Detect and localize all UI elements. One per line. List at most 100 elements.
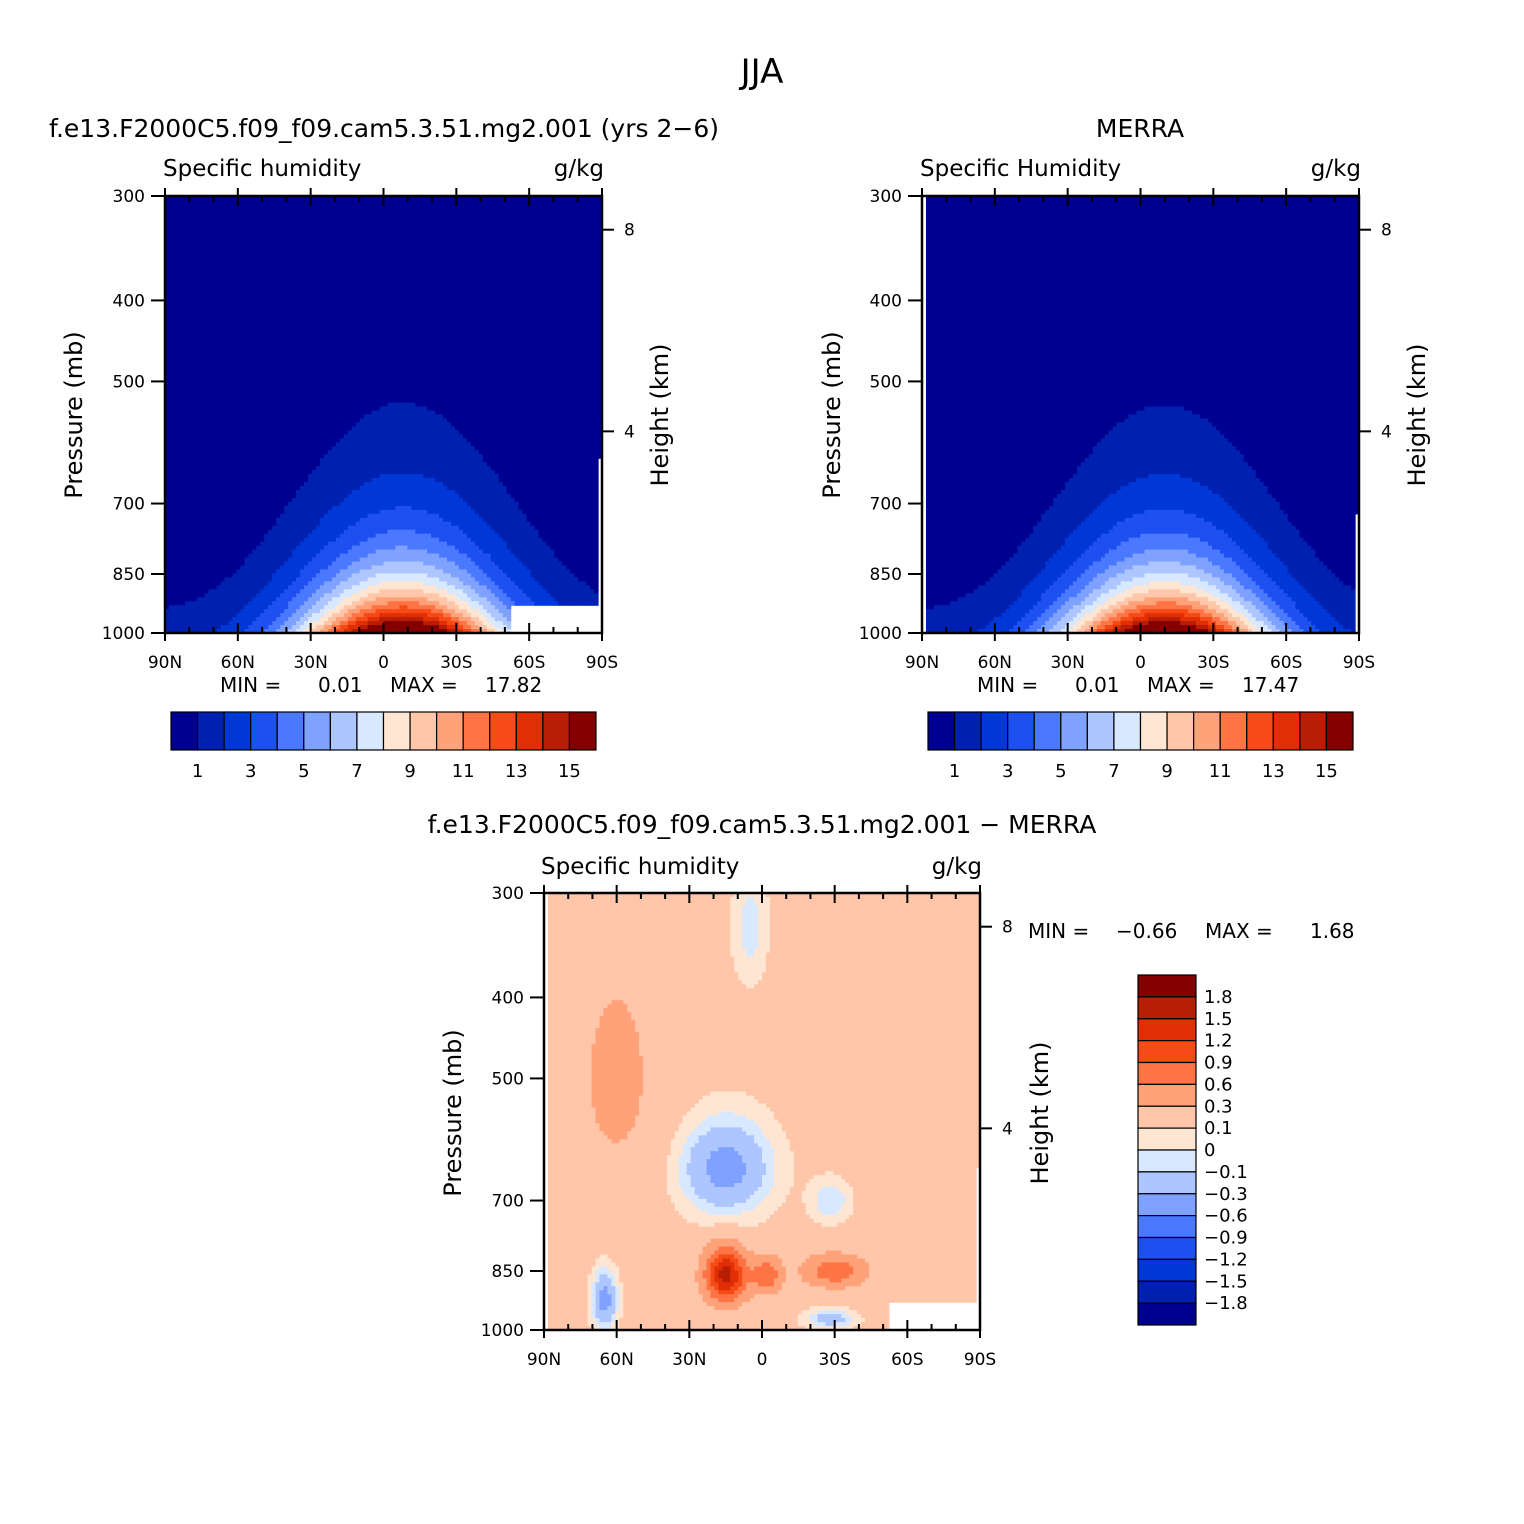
field-cell (304, 371, 309, 376)
field-cell (467, 331, 472, 336)
field-cell (304, 339, 309, 344)
field-cell (586, 216, 591, 221)
field-cell (272, 307, 277, 312)
field-cell (256, 279, 261, 284)
field-cell (177, 264, 182, 269)
field-cell (582, 264, 587, 269)
field-cell (519, 252, 524, 257)
field-cell (403, 347, 408, 352)
field-cell (431, 208, 436, 213)
field-cell (391, 220, 396, 225)
field-cell (395, 363, 400, 368)
field-cell (368, 323, 373, 328)
field-cell (467, 220, 472, 225)
field-cell (201, 311, 206, 316)
field-cell (233, 200, 238, 205)
field-cell (237, 212, 242, 217)
field-cell (233, 224, 238, 229)
field-cell (515, 331, 520, 336)
field-cell (384, 291, 389, 296)
field-cell (487, 359, 492, 364)
field-cell (554, 299, 559, 304)
field-cell (594, 283, 599, 288)
field-cell (213, 367, 218, 372)
field-cell (312, 355, 317, 360)
field-cell (503, 279, 508, 284)
field-cell (523, 228, 528, 233)
field-cell (491, 260, 496, 265)
field-cell (328, 367, 333, 372)
field-cell (530, 216, 535, 221)
field-cell (169, 268, 174, 273)
field-cell (280, 351, 285, 356)
field-cell (177, 260, 182, 265)
field-cell (459, 371, 464, 376)
field-cell (534, 339, 539, 344)
field-cell (169, 216, 174, 221)
field-cell (550, 283, 555, 288)
field-cell (312, 264, 317, 269)
field-cell (447, 283, 452, 288)
field-cell (225, 375, 230, 380)
field-cell (550, 232, 555, 237)
field-cell (201, 319, 206, 324)
field-cell (217, 256, 222, 261)
field-cell (280, 315, 285, 320)
field-cell (268, 303, 273, 308)
field-cell (471, 339, 476, 344)
field-cell (467, 287, 472, 292)
field-cell (594, 200, 599, 205)
field-cell (177, 287, 182, 292)
field-cell (284, 216, 289, 221)
field-cell (495, 351, 500, 356)
field-cell (475, 331, 480, 336)
field-cell (328, 335, 333, 340)
field-cell (380, 315, 385, 320)
field-cell (252, 208, 257, 213)
field-cell (399, 283, 404, 288)
field-cell (538, 256, 543, 261)
field-cell (384, 363, 389, 368)
field-cell (272, 343, 277, 348)
field-cell (479, 351, 484, 356)
field-cell (248, 275, 253, 280)
field-cell (264, 287, 269, 292)
field-cell (439, 299, 444, 304)
field-cell (380, 303, 385, 308)
field-cell (503, 367, 508, 372)
field-cell (439, 216, 444, 221)
field-cell (181, 319, 186, 324)
field-cell (459, 339, 464, 344)
field-cell (308, 343, 313, 348)
field-cell (534, 244, 539, 249)
field-cell (240, 224, 245, 229)
field-cell (395, 212, 400, 217)
field-cell (296, 355, 301, 360)
field-cell (435, 323, 440, 328)
field-cell (411, 323, 416, 328)
field-cell (185, 244, 190, 249)
field-cell (189, 212, 194, 217)
field-cell (308, 268, 313, 273)
field-cell (248, 212, 253, 217)
field-cell (252, 204, 257, 209)
field-cell (213, 323, 218, 328)
field-cell (570, 323, 575, 328)
field-cell (423, 200, 428, 205)
field-cell (399, 271, 404, 276)
field-cell (268, 204, 273, 209)
field-cell (201, 248, 206, 253)
field-cell (511, 216, 516, 221)
field-cell (193, 363, 198, 368)
field-cell (364, 287, 369, 292)
field-cell (312, 367, 317, 372)
field-cell (554, 351, 559, 356)
field-cell (519, 299, 524, 304)
field-cell (519, 367, 524, 372)
field-cell (391, 303, 396, 308)
field-cell (169, 303, 174, 308)
field-cell (419, 279, 424, 284)
field-cell (205, 327, 210, 332)
field-cell (197, 299, 202, 304)
field-cell (189, 363, 194, 368)
